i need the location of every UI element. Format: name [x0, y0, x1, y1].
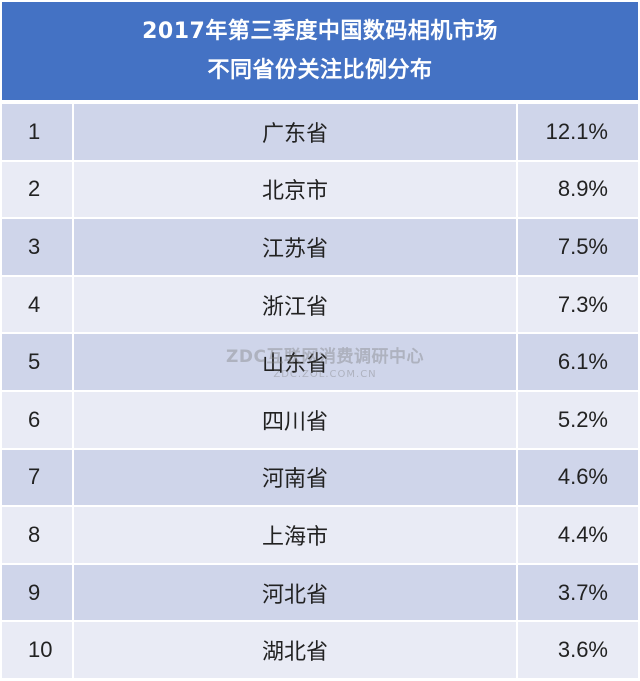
share-cell: 6.1%	[518, 334, 638, 390]
table-row: 8 上海市 4.4%	[2, 507, 638, 565]
chart-title-line2: 不同省份关注比例分布	[207, 58, 433, 83]
rank-cell: 4	[2, 276, 72, 333]
rank-cell: 1	[2, 104, 72, 160]
table-row: 1 广东省 12.1%	[2, 104, 638, 162]
share-cell: 8.9%	[518, 161, 638, 218]
province-cell: 河北省	[74, 564, 516, 621]
share-cell: 12.1%	[518, 104, 638, 160]
table-row: 9 河北省 3.7%	[2, 564, 638, 623]
chart-title-line1: 2017年第三季度中国数码相机市场	[142, 19, 498, 44]
share-cell: 7.5%	[518, 219, 638, 275]
table-row: 2 北京市 8.9%	[2, 161, 638, 220]
share-cell: 3.7%	[518, 564, 638, 621]
rank-cell: 9	[2, 564, 72, 621]
share-cell: 3.6%	[518, 622, 638, 678]
province-cell: 浙江省	[74, 276, 516, 333]
table-row: 10 湖北省 3.6%	[2, 622, 638, 680]
rank-cell: 2	[2, 161, 72, 218]
province-cell: 北京市	[74, 161, 516, 218]
share-cell: 4.6%	[518, 449, 638, 506]
share-cell: 5.2%	[518, 392, 638, 448]
table-row: 5 山东省 6.1%	[2, 334, 638, 392]
province-cell: 四川省	[74, 392, 516, 448]
table-body: 1 广东省 12.1% 2 北京市 8.9% 3 江苏省 7.5% 4 浙江省 7.3% 5 山东省 6.1…	[2, 102, 638, 680]
province-cell: 江苏省	[74, 219, 516, 275]
rank-cell: 6	[2, 392, 72, 448]
rank-cell: 3	[2, 219, 72, 275]
share-cell: 4.4%	[518, 507, 638, 563]
rank-cell: 5	[2, 334, 72, 390]
table-row: 7 河南省 4.6%	[2, 449, 638, 508]
table-row: 6 四川省 5.2%	[2, 392, 638, 450]
table-header: 2017年第三季度中国数码相机市场 不同省份关注比例分布	[2, 2, 638, 100]
province-cell: 湖北省	[74, 622, 516, 678]
province-cell: 河南省	[74, 449, 516, 506]
rank-cell: 8	[2, 507, 72, 563]
table-row: 3 江苏省 7.5%	[2, 219, 638, 277]
rank-cell: 7	[2, 449, 72, 506]
province-cell: 上海市	[74, 507, 516, 563]
table-row: 4 浙江省 7.3%	[2, 276, 638, 335]
province-cell: 山东省	[74, 334, 516, 390]
rank-cell: 10	[2, 622, 72, 678]
share-cell: 7.3%	[518, 276, 638, 333]
province-cell: 广东省	[74, 104, 516, 160]
